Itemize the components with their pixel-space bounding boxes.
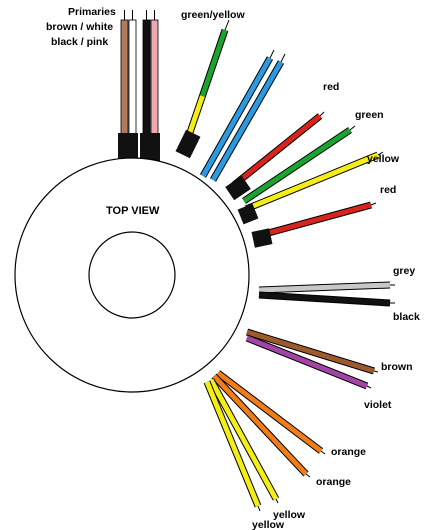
secondary-lead — [215, 370, 326, 455]
lead-label: red — [323, 81, 339, 93]
primary-lead-pink — [150, 10, 159, 141]
lead-bare-tip — [377, 151, 384, 156]
primaries-title: Primaries — [68, 6, 116, 18]
lead-fill — [245, 152, 379, 212]
lead-label: violet — [364, 399, 392, 411]
lead-bare-tip — [224, 19, 230, 31]
toroid-center-hole — [88, 231, 176, 319]
primary-sleeve-right — [140, 133, 160, 161]
secondary-lead — [203, 380, 262, 512]
lead-sleeves — [175, 129, 273, 248]
lead-fill — [246, 329, 375, 374]
secondary-lead — [258, 291, 395, 307]
lead-fill — [200, 56, 273, 178]
secondary-lead — [209, 53, 286, 182]
secondary-lead — [180, 19, 230, 152]
primaries-line2: black / pink — [51, 36, 108, 48]
lead-fill — [258, 282, 391, 293]
secondary-lead — [245, 334, 372, 390]
lead-fill — [260, 202, 372, 238]
lead-bare-tip — [349, 125, 356, 131]
lead-label: yellow — [273, 509, 306, 521]
lead-label: grey — [393, 265, 415, 277]
lead-fill — [210, 60, 284, 182]
lead-bare-tip — [373, 370, 379, 373]
primary-lead-black — [142, 10, 151, 141]
lead-fill — [242, 127, 352, 204]
secondary-lead — [260, 201, 377, 239]
lead-bare-tip — [269, 49, 275, 59]
primary-sleeve-left — [118, 133, 138, 161]
lead-fill — [232, 114, 322, 187]
lead-fill — [258, 292, 391, 306]
secondary-lead — [211, 373, 311, 478]
lead-bare-tip — [370, 202, 377, 206]
lead-label: orange — [316, 476, 351, 488]
lead-label: green/yellow — [181, 9, 245, 21]
lead-bare-tip — [257, 505, 261, 512]
lead-sleeve — [237, 203, 259, 225]
secondary-lead — [207, 378, 280, 504]
lead-label: green — [355, 109, 384, 121]
lead-sleeve — [175, 129, 201, 159]
lead-labels: green/yellow red green yellow red grey black br… — [181, 9, 420, 530]
lead-bare-tip — [320, 450, 326, 455]
lead-label: orange — [331, 446, 366, 458]
lead-fill — [204, 381, 261, 507]
lead-label: brown — [381, 361, 413, 373]
lead-bare-tip — [280, 53, 286, 63]
secondary-lead — [199, 49, 275, 178]
lead-fill — [212, 374, 308, 476]
lead-fill — [246, 335, 368, 389]
lead-label: yellow — [252, 519, 285, 530]
lead-bare-tip — [366, 385, 372, 389]
top-view-label: TOP VIEW — [106, 205, 160, 217]
secondary-lead — [242, 125, 356, 204]
lead-sleeve — [251, 228, 273, 248]
lead-bare-tip — [305, 473, 311, 478]
lead-fill — [208, 378, 279, 501]
secondary-lead — [245, 328, 379, 375]
secondary-lead — [231, 111, 325, 188]
primary-lead-brown — [120, 10, 129, 141]
lead-fill — [200, 29, 228, 97]
secondary-lead — [244, 151, 384, 213]
primary-leads — [118, 10, 160, 161]
primaries-line1: brown / white — [46, 21, 113, 33]
lead-bare-tip — [275, 498, 279, 504]
lead-label: yellow — [367, 153, 400, 165]
primary-lead-white — [128, 10, 137, 141]
lead-fill — [216, 371, 323, 453]
lead-label: red — [380, 184, 396, 196]
secondary-lead — [258, 281, 395, 294]
lead-label: black — [393, 311, 420, 323]
lead-sleeve — [225, 175, 251, 201]
lead-bare-tip — [319, 111, 325, 117]
